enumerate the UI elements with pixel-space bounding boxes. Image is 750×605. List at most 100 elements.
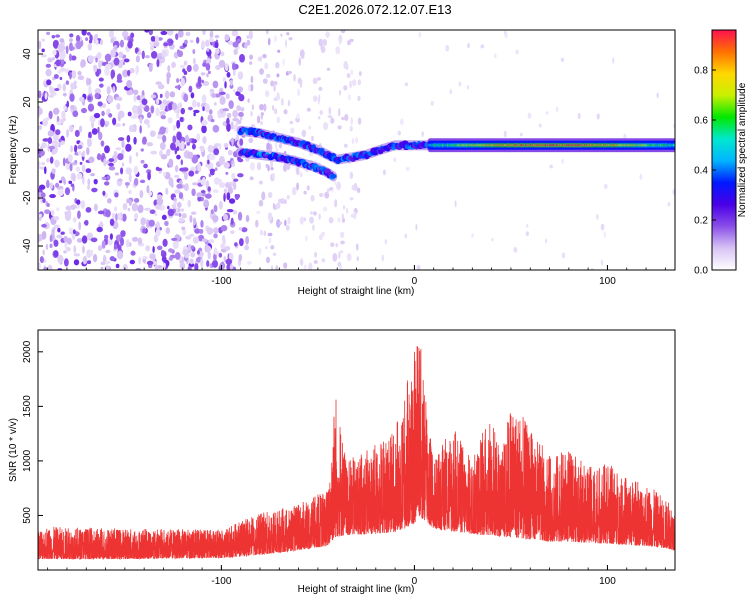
spectrogram-cell — [93, 64, 98, 73]
spectrogram-cell — [107, 198, 112, 204]
spectrogram-cell — [351, 138, 355, 145]
spectrogram-cell — [137, 237, 143, 245]
spectrogram-cell — [249, 61, 253, 65]
spectrogram-cell — [330, 242, 335, 248]
spectrogram-cell — [249, 162, 255, 171]
spectrogram-cell — [320, 45, 326, 54]
spectrogram-cell — [184, 134, 190, 143]
spectrogram-cell — [167, 205, 170, 210]
spectrogram-cell — [267, 191, 273, 199]
spectrogram-cell — [44, 209, 51, 215]
spectrogram-cell — [178, 212, 182, 217]
spectrogram-cell — [102, 190, 106, 196]
spectrogram-cell — [171, 237, 178, 242]
spectrogram-cell — [66, 237, 72, 245]
spectrogram-cell — [65, 205, 72, 211]
spectrogram-cell — [128, 125, 135, 133]
spectrogram-cell — [273, 80, 278, 86]
spectrogram-cell — [115, 96, 123, 101]
x-tick-label: 100 — [599, 576, 616, 587]
spectrogram-cell — [94, 88, 101, 95]
spectrogram-cell — [195, 36, 200, 44]
spectrogram-cell — [77, 150, 82, 156]
spectrogram-cell — [131, 203, 139, 212]
spectrogram-cell — [94, 92, 100, 100]
spectrogram-cell — [73, 80, 77, 85]
spectrogram-cell — [146, 112, 152, 119]
spectrogram-cell — [142, 255, 148, 260]
spectrogram-cell — [299, 78, 303, 85]
spectrogram-cell — [175, 33, 179, 41]
spectrogram-cell — [86, 78, 92, 86]
spectrogram-cell — [263, 103, 267, 112]
spectrogram-cell — [201, 94, 207, 104]
spectrogram-cell — [101, 110, 105, 117]
spectrogram-cell — [82, 150, 86, 157]
spectrogram-cell — [596, 213, 599, 220]
spectrogram-cell — [249, 176, 254, 181]
spectrogram-cell — [148, 30, 154, 36]
spectrogram-cell — [231, 160, 234, 165]
spectrogram-cell — [221, 234, 226, 243]
spectrogram-cell — [600, 259, 604, 266]
spectrogram-cell — [68, 227, 73, 233]
spectrogram-cell — [121, 162, 125, 167]
spectrogram-cell — [275, 93, 281, 101]
spectrogram-cell — [189, 39, 194, 43]
spectrogram-cell — [287, 99, 291, 107]
spectrogram-cell — [225, 183, 232, 189]
spectrogram-cell — [137, 107, 143, 116]
spectrogram-cell — [69, 33, 74, 38]
spectrogram-cell — [312, 77, 318, 85]
spectrogram-cell — [100, 261, 106, 266]
spectrogram-cell — [87, 96, 92, 101]
spectrogram-cell — [183, 60, 188, 66]
spectrogram-cell — [249, 54, 254, 60]
spectrogram-cell — [326, 188, 330, 193]
spectrogram-cell — [52, 39, 59, 49]
y-tick-label: 500 — [22, 507, 33, 524]
spectrogram-cell — [177, 102, 183, 109]
spectrogram-cell — [66, 210, 72, 218]
spectrogram-cell — [228, 100, 234, 109]
spectrogram-cell — [218, 200, 223, 210]
spectrogram-cell — [341, 213, 344, 220]
spectrogram-cell — [226, 112, 232, 119]
spectrogram-cell — [337, 261, 342, 268]
spectrogram-cell — [156, 58, 160, 68]
spectrogram-cell — [285, 225, 290, 231]
spectrogram-cell — [49, 193, 56, 199]
spectrogram-cell — [196, 192, 203, 198]
spectrogram-cell — [231, 62, 236, 71]
spectrogram-cell — [466, 84, 470, 90]
spectrogram-cell — [260, 112, 264, 116]
spectrogram-cell — [130, 32, 135, 39]
spectrogram-cell — [133, 89, 139, 95]
spectrogram-cell — [191, 188, 196, 197]
spectrogram-cell — [81, 30, 87, 36]
spectrogram-cell — [201, 79, 204, 84]
spectrogram-cell — [122, 123, 126, 127]
spectrogram-cell — [103, 158, 107, 167]
spectrogram-cell — [81, 164, 86, 173]
spectrogram-cell — [172, 135, 177, 144]
spectrogram-cell — [264, 62, 269, 70]
spectrogram-cell — [125, 167, 133, 175]
spectrogram-cell — [256, 210, 261, 215]
colorbar-tick-label: 0.0 — [694, 266, 708, 277]
spectrogram-cell — [399, 118, 404, 126]
spectrogram-cell — [275, 264, 279, 270]
spectrogram-cell — [346, 40, 352, 46]
spectrogram-cell — [280, 33, 283, 37]
spectrogram-cell — [41, 230, 47, 240]
spectrogram-cell — [154, 35, 159, 43]
spectrogram-cell — [113, 57, 120, 66]
spectrogram-cell — [156, 197, 164, 206]
spectrogram-cell — [299, 171, 303, 177]
spectrogram-cell — [168, 257, 173, 261]
colorbar-tick-label: 0.2 — [694, 216, 708, 227]
spectrogram-cell — [190, 211, 197, 215]
spectrogram-cell — [340, 30, 346, 34]
spectrogram-cell — [72, 229, 76, 235]
spectrogram-cell — [108, 162, 115, 167]
